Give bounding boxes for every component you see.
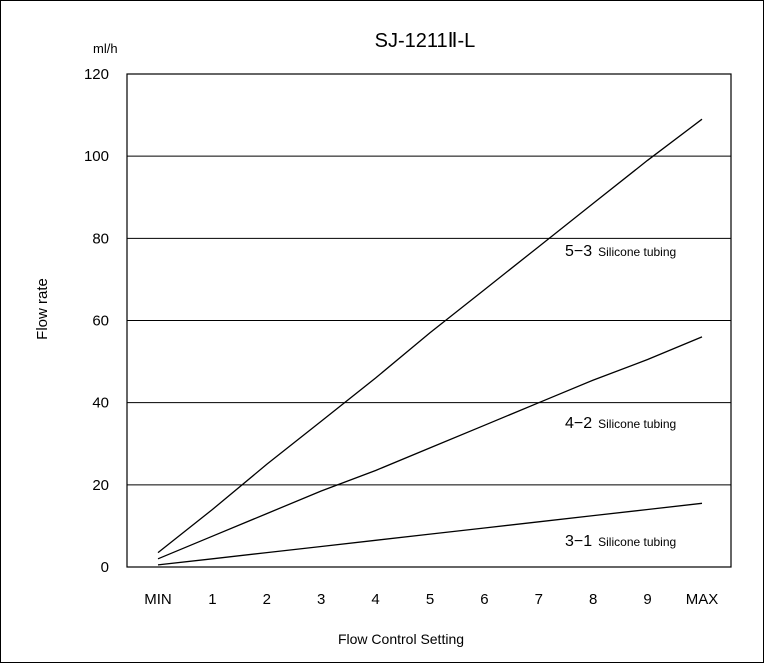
y-unit-label: ml/h [93,41,118,56]
series-label-number: 5−3 [565,243,592,260]
x-tick-label: MAX [686,591,719,608]
x-tick-label: MIN [144,591,172,608]
series-label: 3−1 Silicone tubing [565,533,676,550]
series-labels: 5−3 Silicone tubing 4−2 Silicone tubing 3−1 S… [565,243,676,550]
y-tick-label: 0 [101,559,109,576]
y-tick-label: 120 [84,66,109,83]
x-tick-labels: MIN 1 2 3 4 5 6 7 8 9 MAX [144,591,718,608]
series-label-number: 3−1 [565,533,592,550]
x-tick-label: 3 [317,591,325,608]
x-tick-label: 2 [263,591,271,608]
series-label: 5−3 Silicone tubing [565,243,676,260]
y-tick-labels: 0 20 40 60 80 100 120 [84,66,109,576]
series-line [157,502,703,566]
series-label-text: Silicone tubing [598,245,676,259]
y-axis-label: Flow rate [34,278,51,340]
x-tick-label: 7 [535,591,543,608]
x-tick-label: 5 [426,591,434,608]
x-axis-label: Flow Control Setting [338,631,464,647]
series-label: 4−2 Silicone tubing [565,415,676,432]
x-tick-label: 6 [480,591,488,608]
series-label-number: 4−2 [565,415,592,432]
x-tick-label: 9 [643,591,651,608]
chart-title: SJ-1211Ⅱ-L [375,30,476,52]
series-line [157,118,703,554]
x-tick-label: 1 [208,591,216,608]
y-tick-label: 40 [92,395,109,412]
series-label-text: Silicone tubing [598,535,676,549]
series-label-text: Silicone tubing [598,417,676,431]
x-tick-label: 4 [371,591,379,608]
x-tick-label: 8 [589,591,597,608]
series-lines [157,118,703,566]
plot-area [126,73,732,568]
y-tick-label: 80 [92,230,109,247]
series-line [157,336,703,560]
y-tick-label: 20 [92,477,109,494]
y-tick-label: 100 [84,148,109,165]
gridlines [127,155,731,486]
y-tick-label: 60 [92,313,109,330]
